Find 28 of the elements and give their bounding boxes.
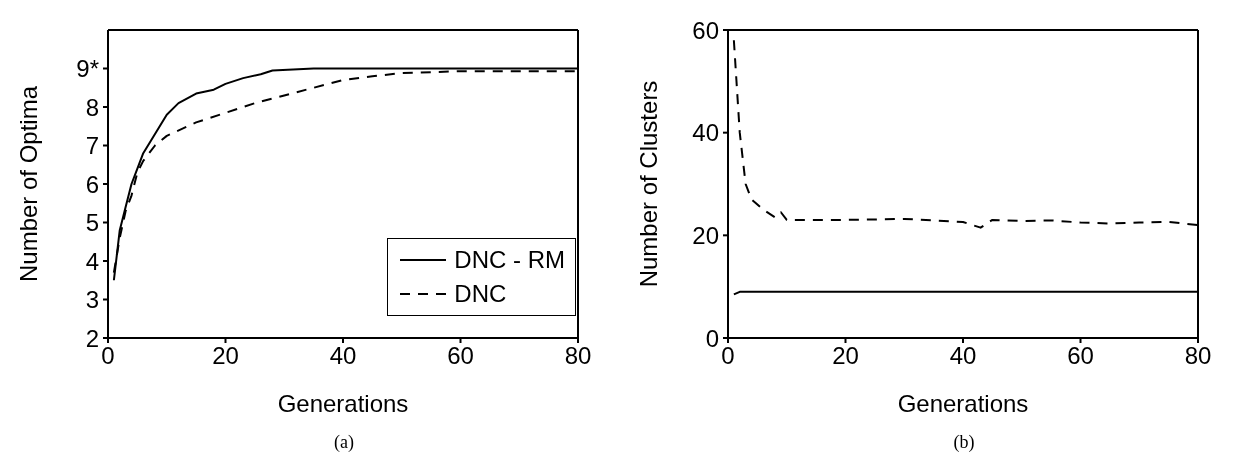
y-tick-label: 9* <box>76 55 99 83</box>
x-axis-title: Generations <box>277 390 409 417</box>
y-tick-label: 6 <box>85 170 99 198</box>
y-tick-label: 20 <box>692 221 719 249</box>
x-tick-label: 20 <box>832 342 859 370</box>
x-axis-title: Generations <box>897 390 1029 417</box>
y-tick-label: 2 <box>85 324 99 352</box>
legend-label: DNC <box>454 279 507 309</box>
y-tick-label: 0 <box>705 324 719 352</box>
y-axis-title: Number of Optima <box>14 85 42 283</box>
y-tick-label: 7 <box>85 132 99 160</box>
x-tick-label: 40 <box>329 342 357 370</box>
y-tick-label: 4 <box>85 247 99 275</box>
x-tick-label: 60 <box>1067 342 1094 370</box>
y-tick-label: 3 <box>85 286 99 314</box>
x-tick-label: 20 <box>212 342 239 370</box>
x-tick-label: 80 <box>564 342 592 370</box>
y-tick-label: 40 <box>692 119 719 147</box>
text: (a) <box>333 432 355 453</box>
x-tick-label: 60 <box>447 342 474 370</box>
y-tick-label: 5 <box>85 209 99 237</box>
legend-label: DNC - RM <box>454 245 565 275</box>
x-tick-label: 80 <box>1184 342 1212 370</box>
y-axis-title: Number of Clusters <box>634 80 662 288</box>
x-tick-label: 40 <box>949 342 977 370</box>
text: (b) <box>952 432 976 453</box>
y-tick-label: 8 <box>85 93 99 121</box>
y-tick-label: 60 <box>692 16 719 44</box>
